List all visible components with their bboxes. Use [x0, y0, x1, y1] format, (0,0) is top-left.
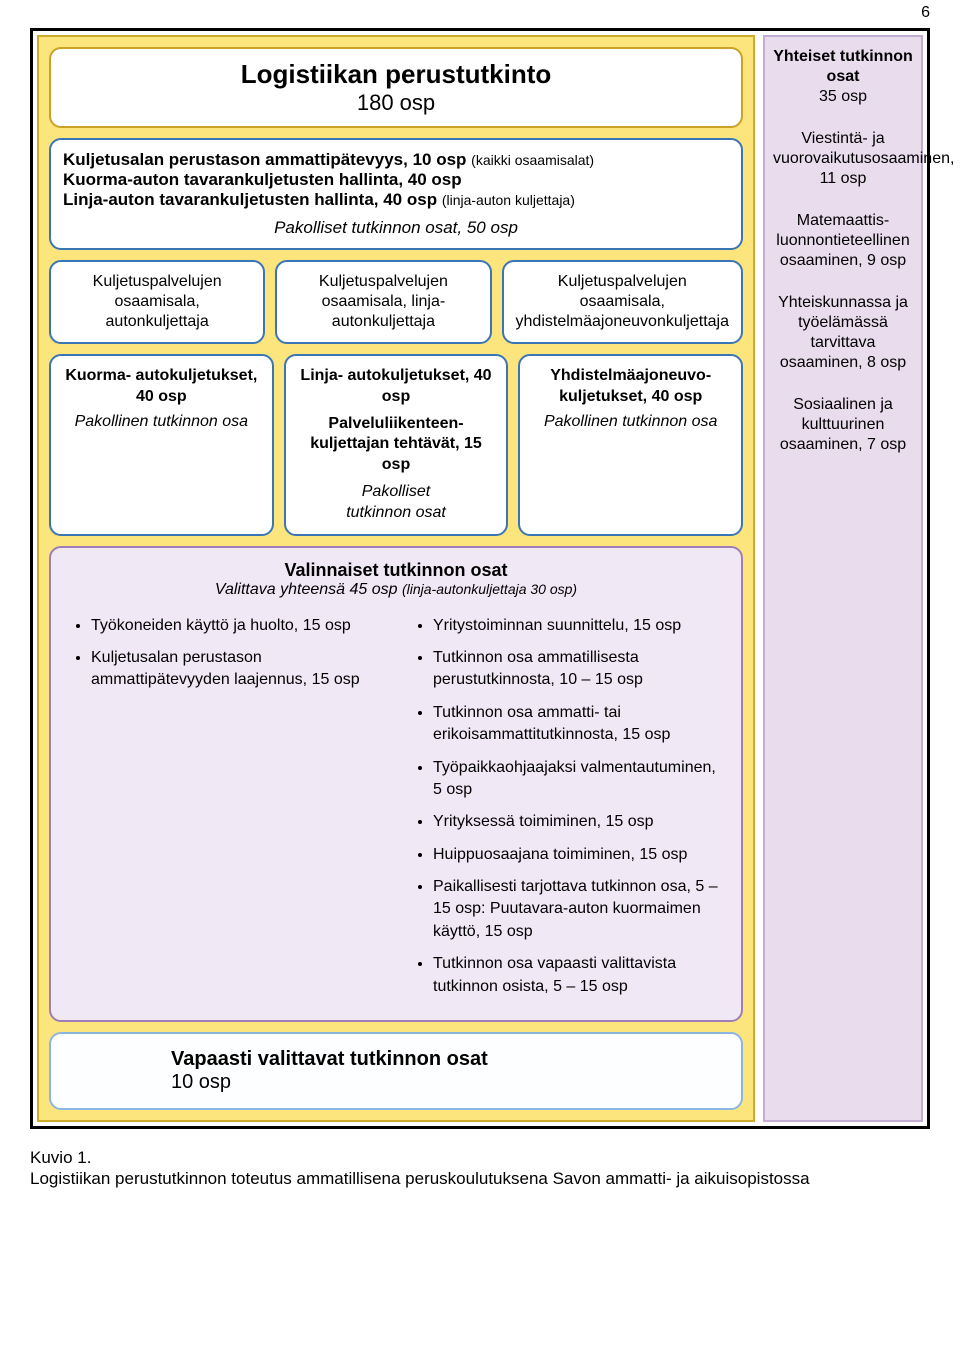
optional-left-list: Työkoneiden käyttö ja huolto, 15 osp Kul…	[69, 605, 381, 1008]
free-choice-box: Vapaasti valittavat tutkinnon osat 10 os…	[49, 1032, 743, 1110]
mandatory-line1-note: (kaikki osaamisalat)	[471, 152, 594, 168]
optional-columns: Työkoneiden käyttö ja huolto, 15 osp Kul…	[69, 605, 723, 1008]
transport-row: Kuorma- autokuljetukset, 40 osp Pakollin…	[49, 354, 743, 536]
transport-sub-1: Pakollinen tutkinnon osa	[63, 412, 260, 433]
mandatory-line1: Kuljetusalan perustason ammattipätevyys,…	[63, 150, 466, 169]
mandatory-line2: Kuorma-auton tavarankuljetusten hallinta…	[63, 170, 462, 189]
degree-title-box: Logistiikan perustutkinto 180 osp	[49, 47, 743, 128]
page-number: 6	[921, 4, 930, 22]
free-choice-label: Vapaasti valittavat tutkinnon osat	[171, 1048, 721, 1071]
transport-title-2: Linja- autokuljetukset, 40 osp	[298, 366, 495, 408]
side-item-4: Sosiaalinen ja kulttuurinen osaaminen, 7…	[773, 395, 913, 455]
diagram-outer: Logistiikan perustutkinto 180 osp Kuljet…	[30, 28, 930, 1129]
side-heading-text: Yhteiset tutkinnon osat	[773, 47, 913, 87]
mandatory-parts-box: Kuljetusalan perustason ammattipätevyys,…	[49, 138, 743, 250]
mandatory-line3b: (linja-auton kuljettaja)	[442, 192, 575, 208]
optional-subtitle-note: (linja-autonkuljettaja 30 osp)	[402, 581, 577, 597]
caption-text: Logistiikan perustutkinnon toteutus amma…	[30, 1169, 810, 1188]
side-heading: Yhteiset tutkinnon osat 35 osp	[773, 47, 913, 107]
caption-label: Kuvio 1.	[30, 1148, 91, 1167]
optional-right-item: Tutkinnon osa vapaasti valittavista tutk…	[433, 953, 723, 998]
optional-parts-label: Pakolliset tutkinnon osat	[337, 482, 455, 524]
optional-right-item: Huippuosaajana toimiminen, 15 osp	[433, 844, 723, 866]
main-column: Logistiikan perustutkinto 180 osp Kuljet…	[37, 35, 755, 1122]
transport-box-3: Yhdistelmäajoneuvo- kuljetukset, 40 osp …	[518, 354, 743, 536]
competence-area-1: Kuljetuspalvelujen osaamisala, autonkulj…	[49, 260, 265, 344]
optional-right-item: Yritystoiminnan suunnittelu, 15 osp	[433, 615, 723, 637]
side-column: Yhteiset tutkinnon osat 35 osp Viestintä…	[763, 35, 923, 1122]
optional-title: Valinnaiset tutkinnon osat	[69, 560, 723, 581]
competence-areas-row: Kuljetuspalvelujen osaamisala, autonkulj…	[49, 260, 743, 344]
competence-area-3: Kuljetuspalvelujen osaamisala, yhdistelm…	[502, 260, 743, 344]
transport-title-1: Kuorma- autokuljetukset, 40 osp	[63, 366, 260, 408]
optional-right-item: Työpaikkaohjaajaksi valmentautuminen, 5 …	[433, 757, 723, 802]
degree-credits: 180 osp	[63, 90, 729, 116]
transport-box-2: Linja- autokuljetukset, 40 osp Palveluli…	[284, 354, 509, 536]
competence-area-2: Kuljetuspalvelujen osaamisala, linja-aut…	[275, 260, 491, 344]
transport-title-3: Yhdistelmäajoneuvo- kuljetukset, 40 osp	[532, 366, 729, 408]
transport-sub-2: Palveluliikenteen- kuljettajan tehtävät,…	[298, 414, 495, 476]
optional-right-item: Tutkinnon osa ammatti- tai erikoisammatt…	[433, 702, 723, 747]
side-item-3: Yhteiskunnassa ja työelämässä tarvittava…	[773, 293, 913, 373]
optional-right-item: Tutkinnon osa ammatillisesta perustutkin…	[433, 647, 723, 692]
page: 6 Logistiikan perustutkinto 180 osp Kulj…	[0, 0, 960, 1220]
transport-box-1: Kuorma- autokuljetukset, 40 osp Pakollin…	[49, 354, 274, 536]
degree-title: Logistiikan perustutkinto	[241, 59, 552, 89]
free-choice-credits: 10 osp	[171, 1071, 721, 1094]
optional-left-item: Kuljetusalan perustason ammattipätevyyde…	[91, 647, 381, 692]
side-item-1: Viestintä- ja vuorovaikutusosaaminen, 11…	[773, 129, 913, 189]
mandatory-line3a: Linja-auton tavarankuljetusten hallinta,…	[63, 190, 437, 209]
optional-parts-box: Valinnaiset tutkinnon osat Valittava yht…	[49, 546, 743, 1022]
optional-right-item: Paikallisesti tarjottava tutkinnon osa, …	[433, 876, 723, 943]
optional-left-item: Työkoneiden käyttö ja huolto, 15 osp	[91, 615, 381, 637]
optional-right-list: Yritystoiminnan suunnittelu, 15 osp Tutk…	[411, 605, 723, 1008]
optional-header: Valinnaiset tutkinnon osat Valittava yht…	[69, 560, 723, 599]
transport-sub-3: Pakollinen tutkinnon osa	[532, 412, 729, 433]
optional-right-item: Yrityksessä toimiminen, 15 osp	[433, 811, 723, 833]
side-item-2: Matemaattis- luonnontieteellinen osaamin…	[773, 211, 913, 271]
side-heading-credits: 35 osp	[773, 87, 913, 107]
figure-caption: Kuvio 1. Logistiikan perustutkinnon tote…	[30, 1147, 930, 1190]
mandatory-note: Pakolliset tutkinnon osat, 50 osp	[63, 218, 729, 238]
optional-subtitle: Valittava yhteensä 45 osp	[215, 581, 398, 598]
